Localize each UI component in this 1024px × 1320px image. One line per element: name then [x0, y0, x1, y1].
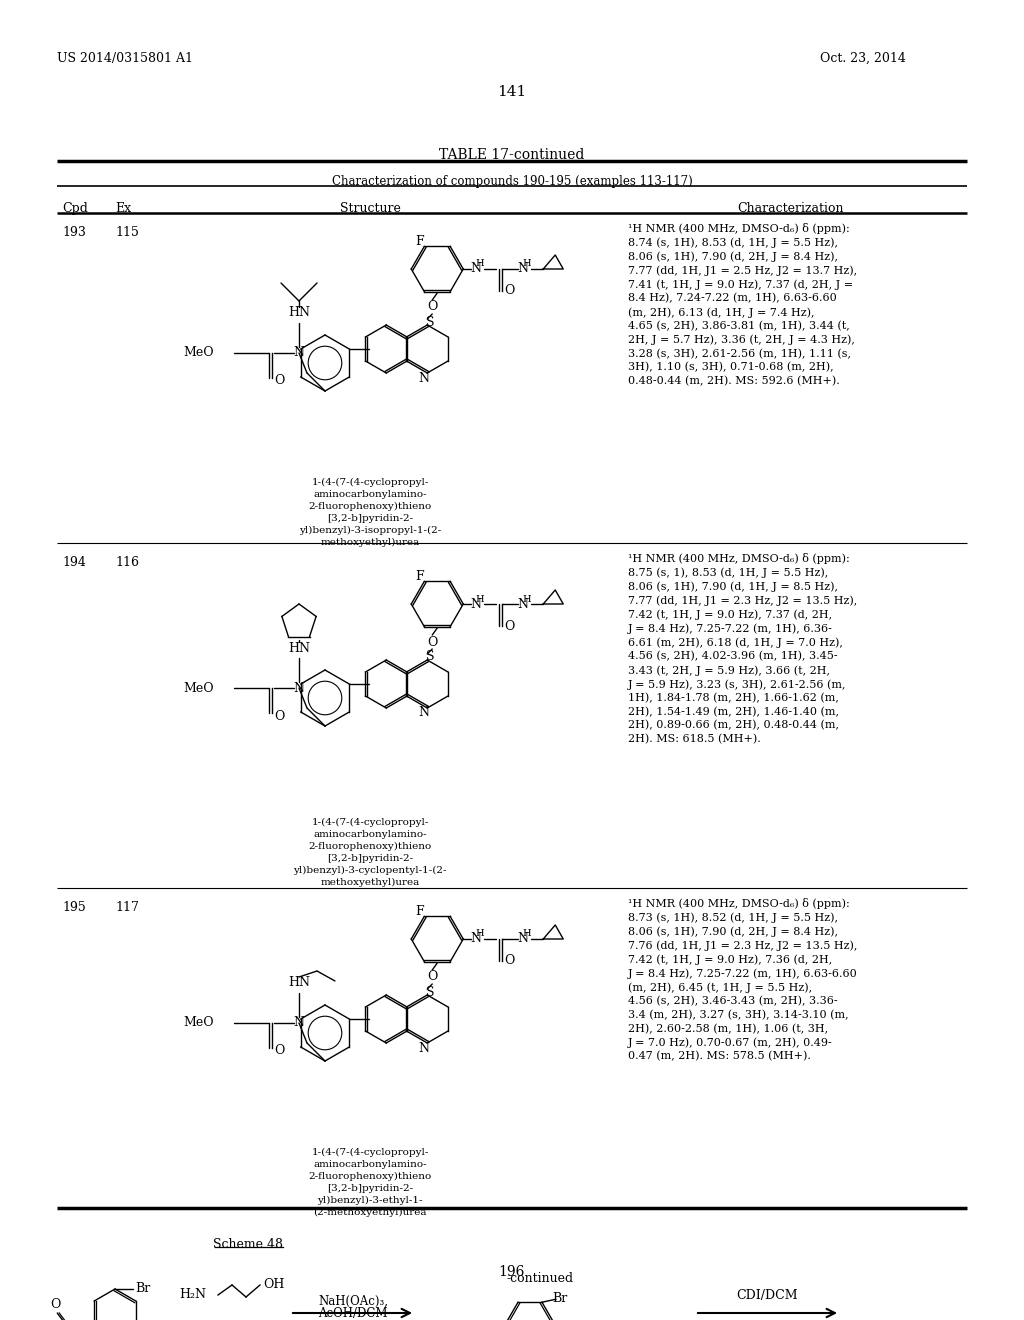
- Text: O: O: [504, 954, 514, 968]
- Text: S: S: [426, 315, 434, 329]
- Text: O: O: [427, 301, 437, 314]
- Text: O: O: [273, 1044, 285, 1057]
- Text: N: N: [471, 598, 481, 610]
- Text: N: N: [294, 681, 304, 694]
- Text: 1-(4-(7-(4-cyclopropyl-
aminocarbonylamino-
2-fluorophenoxy)thieno
[3,2-b]pyridi: 1-(4-(7-(4-cyclopropyl- aminocarbonylami…: [299, 478, 441, 546]
- Text: ¹H NMR (400 MHz, DMSO-d₆) δ (ppm):
8.75 (s, 1), 8.53 (d, 1H, J = 5.5 Hz),
8.06 (: ¹H NMR (400 MHz, DMSO-d₆) δ (ppm): 8.75 …: [628, 553, 857, 744]
- Text: HN: HN: [288, 977, 310, 990]
- Text: 193: 193: [62, 226, 86, 239]
- Text: Characterization: Characterization: [736, 202, 843, 215]
- Text: N: N: [419, 706, 430, 719]
- Text: O: O: [427, 635, 437, 648]
- Text: O: O: [504, 285, 514, 297]
- Text: HN: HN: [288, 306, 310, 319]
- Text: N: N: [471, 263, 481, 276]
- Text: H: H: [475, 260, 483, 268]
- Text: S: S: [426, 986, 434, 998]
- Text: O: O: [50, 1298, 60, 1311]
- Text: F: F: [415, 906, 424, 917]
- Text: N: N: [518, 263, 528, 276]
- Text: H: H: [522, 594, 530, 603]
- Text: Characterization of compounds 190-195 (examples 113-117): Characterization of compounds 190-195 (e…: [332, 176, 692, 187]
- Text: O: O: [504, 619, 514, 632]
- Text: CDI/DCM: CDI/DCM: [736, 1288, 799, 1302]
- Text: 196: 196: [499, 1265, 525, 1279]
- Text: 1-(4-(7-(4-cyclopropyl-
aminocarbonylamino-
2-fluorophenoxy)thieno
[3,2-b]pyridi: 1-(4-(7-(4-cyclopropyl- aminocarbonylami…: [308, 1148, 432, 1217]
- Text: Br: Br: [552, 1292, 567, 1304]
- Text: Cpd: Cpd: [62, 202, 88, 215]
- Text: Structure: Structure: [340, 202, 400, 215]
- Text: H: H: [475, 929, 483, 939]
- Text: HN: HN: [288, 642, 310, 655]
- Text: S: S: [426, 651, 434, 664]
- Text: H₂N: H₂N: [179, 1288, 206, 1302]
- Text: TABLE 17-continued: TABLE 17-continued: [439, 148, 585, 162]
- Text: N: N: [518, 932, 528, 945]
- Text: N: N: [419, 371, 430, 384]
- Text: H: H: [522, 929, 530, 939]
- Text: -continued: -continued: [507, 1271, 573, 1284]
- Text: MeO: MeO: [183, 346, 214, 359]
- Text: N: N: [419, 1041, 430, 1055]
- Text: Oct. 23, 2014: Oct. 23, 2014: [820, 51, 906, 65]
- Text: F: F: [415, 235, 424, 248]
- Text: H: H: [522, 260, 530, 268]
- Text: 117: 117: [115, 902, 139, 913]
- Text: N: N: [518, 598, 528, 610]
- Text: N: N: [471, 932, 481, 945]
- Text: 141: 141: [498, 84, 526, 99]
- Text: US 2014/0315801 A1: US 2014/0315801 A1: [57, 51, 193, 65]
- Text: N: N: [294, 346, 304, 359]
- Text: O: O: [427, 970, 437, 983]
- Text: MeO: MeO: [183, 1016, 214, 1030]
- Text: ¹H NMR (400 MHz, DMSO-d₆) δ (ppm):
8.74 (s, 1H), 8.53 (d, 1H, J = 5.5 Hz),
8.06 : ¹H NMR (400 MHz, DMSO-d₆) δ (ppm): 8.74 …: [628, 223, 857, 387]
- Text: H: H: [475, 594, 483, 603]
- Text: 115: 115: [115, 226, 139, 239]
- Text: Ex: Ex: [115, 202, 131, 215]
- Text: AcOH/DCM: AcOH/DCM: [318, 1307, 388, 1320]
- Text: O: O: [273, 710, 285, 722]
- Text: Br: Br: [135, 1283, 151, 1295]
- Text: OH: OH: [263, 1279, 285, 1291]
- Text: NaH(OAc)₃,: NaH(OAc)₃,: [318, 1295, 388, 1308]
- Text: F: F: [415, 570, 424, 583]
- Text: N: N: [294, 1016, 304, 1030]
- Text: Scheme 48: Scheme 48: [213, 1238, 283, 1251]
- Text: 194: 194: [62, 556, 86, 569]
- Text: MeO: MeO: [183, 681, 214, 694]
- Text: 1-(4-(7-(4-cyclopropyl-
aminocarbonylamino-
2-fluorophenoxy)thieno
[3,2-b]pyridi: 1-(4-(7-(4-cyclopropyl- aminocarbonylami…: [293, 818, 446, 887]
- Text: O: O: [273, 375, 285, 388]
- Text: 195: 195: [62, 902, 86, 913]
- Text: 116: 116: [115, 556, 139, 569]
- Text: ¹H NMR (400 MHz, DMSO-d₆) δ (ppm):
8.73 (s, 1H), 8.52 (d, 1H, J = 5.5 Hz),
8.06 : ¹H NMR (400 MHz, DMSO-d₆) δ (ppm): 8.73 …: [628, 898, 858, 1061]
